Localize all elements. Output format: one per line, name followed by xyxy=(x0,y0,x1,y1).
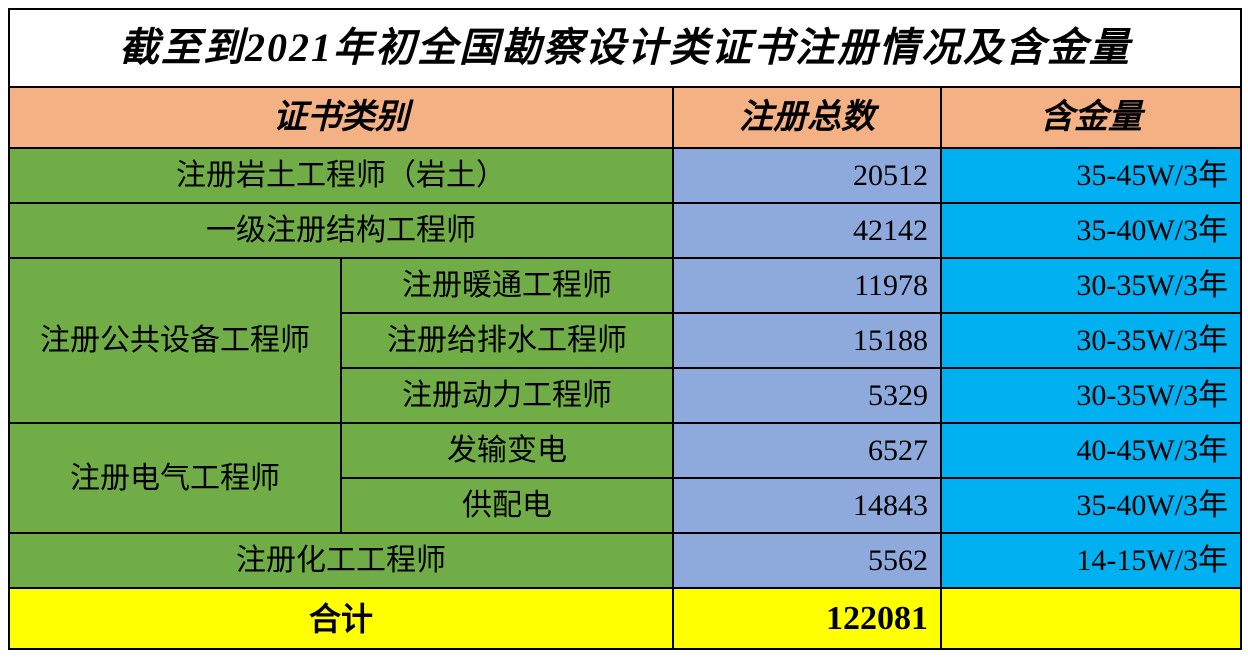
certificate-table: 截至到2021年初全国勘察设计类证书注册情况及含金量 证书类别 注册总数 含金量… xyxy=(8,8,1242,650)
value-cell: 35-45W/3年 xyxy=(941,148,1241,203)
count-cell: 42142 xyxy=(673,203,941,258)
count-cell: 15188 xyxy=(673,313,941,368)
count-cell: 6527 xyxy=(673,423,941,478)
total-row: 合计 122081 xyxy=(9,588,1241,649)
header-category: 证书类别 xyxy=(9,87,673,148)
category-cell: 一级注册结构工程师 xyxy=(9,203,673,258)
table-title: 截至到2021年初全国勘察设计类证书注册情况及含金量 xyxy=(9,9,1241,87)
table-row: 注册公共设备工程师 注册暖通工程师 11978 30-35W/3年 xyxy=(9,258,1241,313)
header-value: 含金量 xyxy=(941,87,1241,148)
count-cell: 5562 xyxy=(673,533,941,588)
group-cell: 注册公共设备工程师 xyxy=(9,258,341,423)
header-row: 证书类别 注册总数 含金量 xyxy=(9,87,1241,148)
category-cell: 注册岩土工程师（岩土） xyxy=(9,148,673,203)
count-cell: 20512 xyxy=(673,148,941,203)
certificate-table-container: 截至到2021年初全国勘察设计类证书注册情况及含金量 证书类别 注册总数 含金量… xyxy=(8,8,1240,650)
table-row: 注册电气工程师 发输变电 6527 40-45W/3年 xyxy=(9,423,1241,478)
value-cell: 30-35W/3年 xyxy=(941,258,1241,313)
total-label: 合计 xyxy=(9,588,673,649)
value-cell: 35-40W/3年 xyxy=(941,478,1241,533)
table-row: 注册岩土工程师（岩土） 20512 35-45W/3年 xyxy=(9,148,1241,203)
value-cell: 30-35W/3年 xyxy=(941,313,1241,368)
value-cell: 14-15W/3年 xyxy=(941,533,1241,588)
group-cell: 注册电气工程师 xyxy=(9,423,341,533)
sub-cell: 发输变电 xyxy=(341,423,673,478)
value-cell: 35-40W/3年 xyxy=(941,203,1241,258)
table-row: 注册化工工程师 5562 14-15W/3年 xyxy=(9,533,1241,588)
header-count: 注册总数 xyxy=(673,87,941,148)
count-cell: 5329 xyxy=(673,368,941,423)
count-cell: 11978 xyxy=(673,258,941,313)
sub-cell: 注册暖通工程师 xyxy=(341,258,673,313)
table-row: 一级注册结构工程师 42142 35-40W/3年 xyxy=(9,203,1241,258)
value-cell: 40-45W/3年 xyxy=(941,423,1241,478)
title-row: 截至到2021年初全国勘察设计类证书注册情况及含金量 xyxy=(9,9,1241,87)
sub-cell: 注册给排水工程师 xyxy=(341,313,673,368)
total-count: 122081 xyxy=(673,588,941,649)
sub-cell: 注册动力工程师 xyxy=(341,368,673,423)
value-cell: 30-35W/3年 xyxy=(941,368,1241,423)
sub-cell: 供配电 xyxy=(341,478,673,533)
total-value xyxy=(941,588,1241,649)
category-cell: 注册化工工程师 xyxy=(9,533,673,588)
count-cell: 14843 xyxy=(673,478,941,533)
